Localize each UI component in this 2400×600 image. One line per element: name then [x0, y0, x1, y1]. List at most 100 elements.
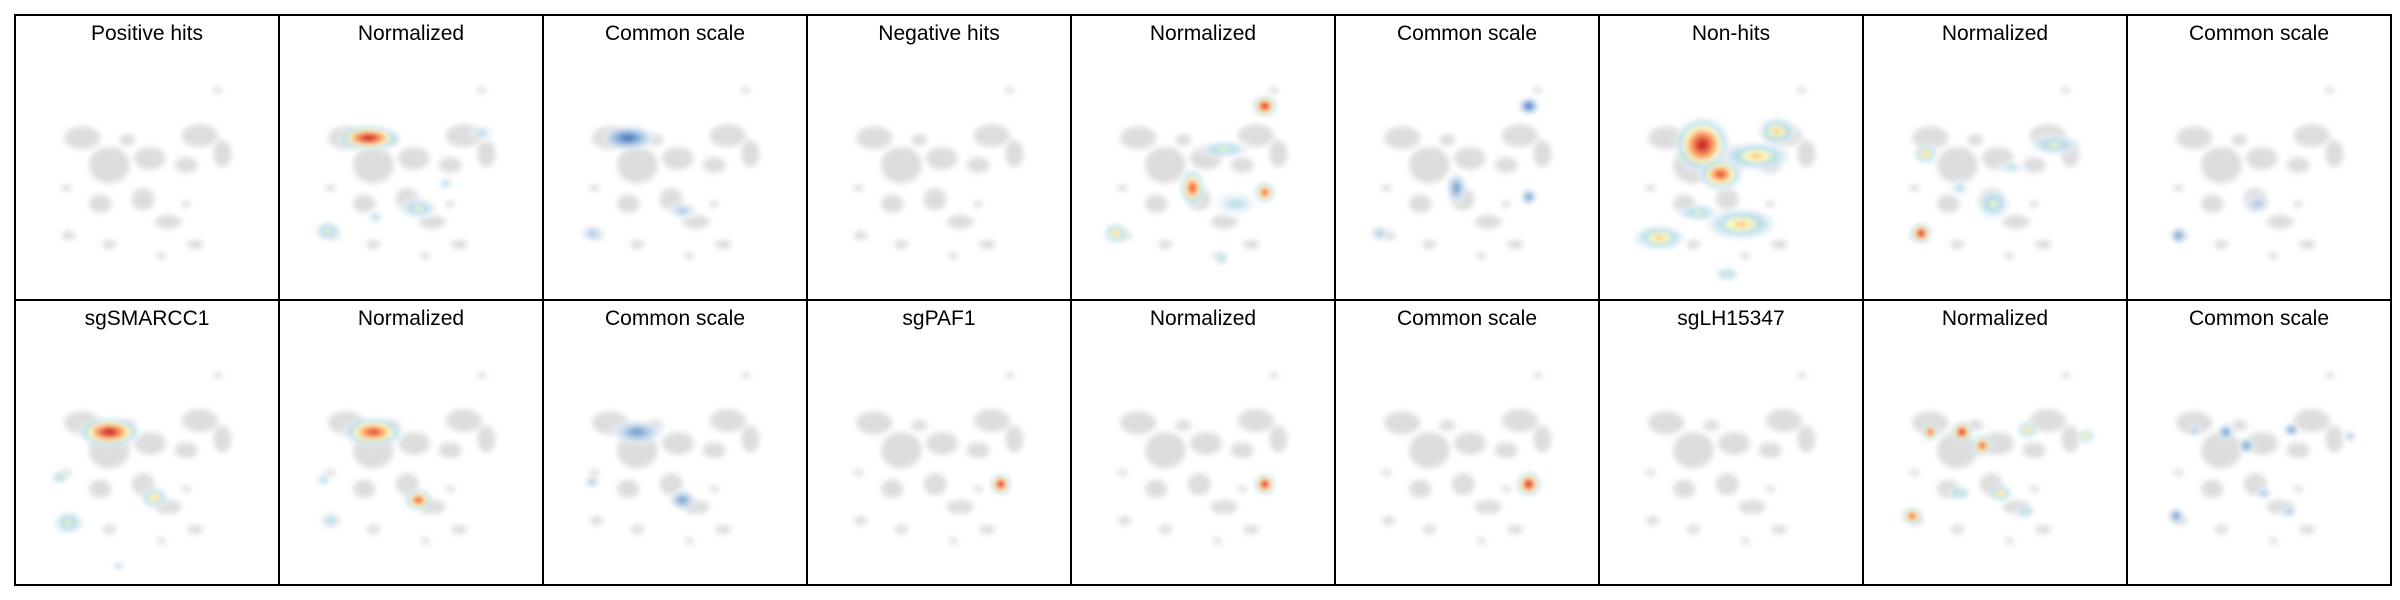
- umap-cluster: [61, 230, 76, 241]
- umap-cluster: [156, 252, 166, 260]
- umap-cluster: [2022, 157, 2046, 174]
- umap-cluster: [2293, 409, 2330, 432]
- density-hotspot: [1713, 266, 1742, 283]
- density-hotspot: [1673, 202, 1722, 223]
- density-overlay: [312, 123, 496, 243]
- density-hotspot: [50, 508, 87, 537]
- panel-plot-area: [1908, 86, 2085, 260]
- umap-cluster: [445, 409, 482, 432]
- density-overlay: [1514, 470, 1543, 499]
- density-overlay: [578, 123, 701, 244]
- umap-cluster: [1158, 240, 1173, 250]
- umap-cluster: [181, 409, 218, 432]
- umap-cluster: [181, 124, 218, 147]
- density-hotspot: [598, 123, 659, 152]
- umap-cluster: [1116, 184, 1129, 192]
- density-hotspot: [1986, 483, 2015, 504]
- umap-cluster: [451, 525, 468, 535]
- density-hotspot: [1213, 250, 1230, 267]
- umap-cluster: [1187, 472, 1211, 496]
- umap-cluster: [1950, 240, 1965, 250]
- umap-cluster: [213, 371, 223, 379]
- umap-cluster: [477, 371, 487, 379]
- umap-cluster: [1120, 126, 1157, 150]
- umap-cluster: [1686, 240, 1701, 250]
- umap-cluster: [2029, 200, 2039, 208]
- panel-title: Normalized: [358, 307, 464, 330]
- umap-cluster: [2004, 537, 2014, 545]
- umap-cluster: [1765, 485, 1775, 493]
- umap-cluster: [852, 184, 865, 192]
- density-hotspot: [1178, 167, 1207, 208]
- umap-cluster: [1210, 500, 1238, 514]
- panel-title: Common scale: [2189, 22, 2329, 45]
- umap-cluster: [1758, 442, 1782, 459]
- umap-cluster: [1797, 86, 1807, 94]
- panel-plot-area: [312, 86, 496, 260]
- umap-cluster: [1644, 469, 1657, 477]
- density-hotspot: [582, 473, 603, 490]
- panel-plot-area: [1380, 371, 1552, 545]
- umap-cluster: [1120, 411, 1157, 435]
- density-hotspot: [339, 415, 408, 448]
- umap-cluster: [894, 525, 909, 535]
- density-overlay: [988, 472, 1013, 497]
- umap-cluster: [1454, 431, 1486, 455]
- umap-cluster: [2325, 86, 2335, 94]
- umap-cluster: [2246, 146, 2278, 170]
- umap-cluster: [213, 86, 223, 94]
- density-overlay: [1900, 419, 2097, 526]
- umap-cluster: [2299, 525, 2316, 535]
- umap-cluster: [853, 515, 868, 526]
- umap-cluster: [1269, 371, 1279, 379]
- umap-cluster: [715, 525, 732, 535]
- umap-cluster: [923, 472, 947, 496]
- density-hotspot: [2281, 421, 2302, 438]
- density-hotspot: [578, 223, 607, 244]
- umap-cluster: [213, 140, 232, 168]
- umap-cluster: [134, 146, 166, 170]
- umap-cluster: [2002, 215, 2030, 229]
- panel-title: sgSMARCC1: [85, 307, 210, 330]
- umap-embedding: [852, 371, 1024, 545]
- density-hotspot: [666, 488, 699, 513]
- panel-plot-area: [1101, 86, 1288, 267]
- umap-cluster: [684, 537, 694, 545]
- umap-cluster: [588, 184, 601, 192]
- umap-cluster: [1645, 515, 1660, 526]
- panel-2: Normalized: [278, 14, 544, 301]
- panel-plot-area: [1629, 86, 1816, 283]
- umap-cluster: [1738, 500, 1766, 514]
- umap-cluster: [1797, 371, 1807, 379]
- umap-cluster: [2231, 419, 2248, 431]
- density-hotspot: [49, 469, 70, 486]
- umap-cluster: [156, 537, 166, 545]
- umap-cluster: [2172, 184, 2185, 192]
- umap-cluster: [1476, 252, 1486, 260]
- umap-cluster: [946, 500, 974, 514]
- umap-cluster: [1494, 157, 1518, 174]
- panel-title: Positive hits: [91, 22, 203, 45]
- umap-cluster: [1507, 525, 1524, 535]
- umap-cluster: [352, 146, 394, 184]
- panel-frame: [2126, 299, 2392, 586]
- panel-plot-area: [49, 371, 232, 572]
- umap-cluster: [1212, 537, 1222, 545]
- umap-cluster: [741, 371, 751, 379]
- density-hotspot: [1252, 472, 1277, 497]
- umap-cluster: [187, 525, 204, 535]
- umap-cluster: [1648, 411, 1685, 435]
- umap-cluster: [1672, 479, 1696, 498]
- umap-cluster: [2172, 469, 2185, 477]
- umap-cluster: [1797, 140, 1816, 168]
- panel-title: Normalized: [358, 22, 464, 45]
- umap-embedding: [1380, 86, 1552, 260]
- umap-cluster: [2293, 485, 2303, 493]
- umap-cluster: [2325, 371, 2335, 379]
- umap-cluster: [880, 431, 922, 469]
- umap-cluster: [2004, 252, 2014, 260]
- umap-cluster: [102, 240, 117, 250]
- umap-cluster: [1908, 184, 1921, 192]
- umap-cluster: [477, 86, 487, 94]
- umap-cluster: [616, 146, 658, 184]
